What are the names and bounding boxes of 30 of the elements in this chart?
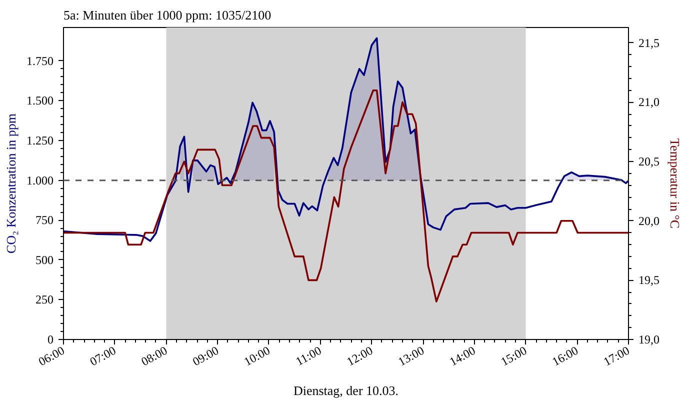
x-tick-label: 17:00 xyxy=(601,343,632,369)
y-tick-label: 1.000 xyxy=(26,173,54,188)
y2-axis-title: Temperatur in °C xyxy=(668,138,682,229)
y-tick-label: 1.250 xyxy=(26,134,54,148)
x-tick-label: 09:00 xyxy=(190,343,221,369)
y2-tick-label: 20,0 xyxy=(638,214,660,228)
y2-tick-label: 21,0 xyxy=(638,95,660,110)
x-tick-label: 11:00 xyxy=(293,343,324,369)
x-tick-label: 14:00 xyxy=(447,343,478,369)
y-tick-label: 1.750 xyxy=(26,54,54,68)
x-tick-label: 13:00 xyxy=(396,343,426,369)
chart-title: 5a: Minuten über 1000 ppm: 1035/2100 xyxy=(64,8,272,22)
y2-tick-label: 21,5 xyxy=(638,36,660,50)
x-tick-label: 15:00 xyxy=(498,343,530,369)
y2-tick-label: 19,5 xyxy=(638,273,660,288)
line-series xyxy=(64,89,628,302)
y2-tick-label: 20,5 xyxy=(638,154,660,169)
y-tick-label: 500 xyxy=(36,252,54,267)
y-axis-title: CO₂ Konzentration in ppm xyxy=(4,114,18,254)
y2-tick-label: 19,0 xyxy=(638,332,660,346)
y-tick-label: 1.500 xyxy=(26,94,54,108)
x-tick-label: 16:00 xyxy=(550,343,580,369)
x-tick-label: 07:00 xyxy=(88,343,118,369)
y-tick-label: 750 xyxy=(36,213,54,228)
line-series xyxy=(64,37,628,242)
x-tick-label: 12:00 xyxy=(344,343,376,369)
x-axis-title: Dienstag, der 10.03. xyxy=(293,382,399,398)
x-tick-label: 10:00 xyxy=(242,343,272,369)
x-tick-label: 08:00 xyxy=(138,343,170,369)
y-tick-label: 250 xyxy=(36,292,54,307)
